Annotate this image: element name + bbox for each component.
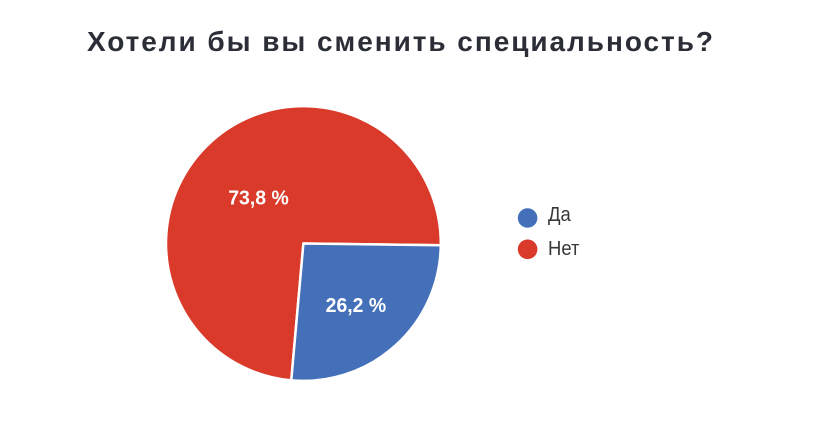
svg-text:26,2 %: 26,2 % xyxy=(326,294,387,317)
svg-text:73,8 %: 73,8 % xyxy=(228,186,289,209)
